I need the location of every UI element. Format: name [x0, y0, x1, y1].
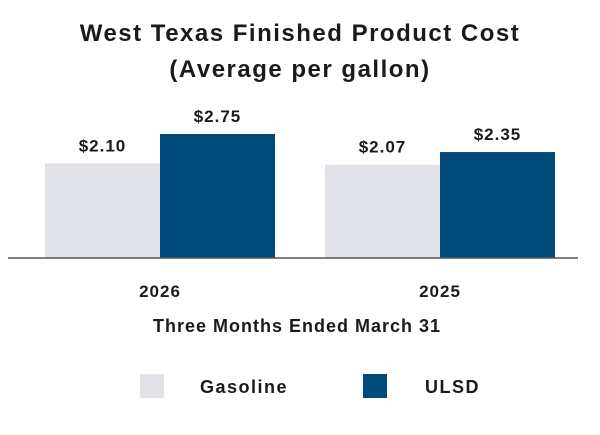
- legend: Gasoline ULSD: [140, 374, 480, 398]
- legend-label-ulsd: ULSD: [425, 377, 480, 397]
- x-tick-label-2025: 2025: [419, 282, 461, 301]
- data-label-gasoline-2026: $2.10: [79, 136, 127, 155]
- x-tick-labels: 2026 2025: [139, 282, 461, 301]
- bar-ulsd-2026: [160, 134, 275, 258]
- bars-layer: [45, 134, 555, 258]
- x-axis-title: Three Months Ended March 31: [153, 316, 441, 336]
- legend-swatch-ulsd: [363, 374, 387, 398]
- legend-label-gasoline: Gasoline: [200, 377, 288, 397]
- data-labels-layer: $2.10 $2.75 $2.07 $2.35: [79, 107, 522, 157]
- legend-swatch-gasoline: [140, 374, 164, 398]
- bar-gasoline-2025: [325, 164, 440, 258]
- data-label-gasoline-2025: $2.07: [359, 138, 407, 157]
- chart-title: West Texas Finished Product Cost: [80, 20, 521, 47]
- bar-gasoline-2026: [45, 163, 160, 258]
- x-tick-label-2026: 2026: [139, 282, 181, 301]
- data-label-ulsd-2026: $2.75: [194, 107, 242, 126]
- data-label-ulsd-2025: $2.35: [474, 125, 522, 144]
- chart-subtitle: (Average per gallon): [169, 56, 430, 83]
- bar-ulsd-2025: [440, 152, 555, 258]
